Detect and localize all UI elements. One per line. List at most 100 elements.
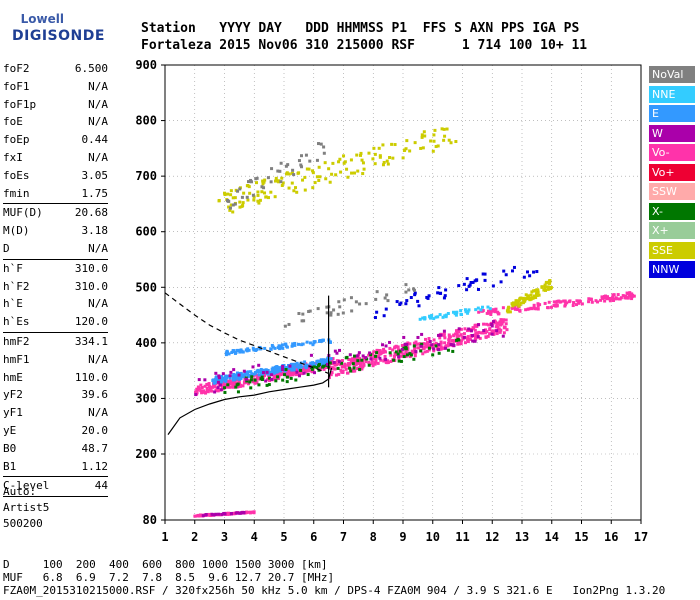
data-point bbox=[372, 146, 376, 150]
data-point bbox=[326, 356, 330, 360]
data-point bbox=[308, 309, 312, 313]
data-point bbox=[543, 288, 547, 292]
data-point bbox=[438, 313, 442, 317]
data-point bbox=[345, 167, 349, 171]
data-point bbox=[386, 359, 390, 363]
data-point bbox=[457, 284, 461, 288]
param-row: yF1 N/A bbox=[3, 404, 108, 422]
data-point bbox=[434, 145, 438, 149]
data-point bbox=[443, 314, 447, 318]
data-point bbox=[453, 339, 457, 343]
data-point bbox=[427, 346, 431, 350]
data-point bbox=[223, 379, 227, 383]
data-point bbox=[228, 376, 232, 380]
data-point bbox=[239, 371, 243, 375]
divider bbox=[3, 331, 108, 333]
data-point bbox=[205, 386, 209, 390]
data-point bbox=[535, 294, 539, 298]
data-point bbox=[264, 379, 268, 383]
data-point bbox=[608, 296, 612, 300]
data-point bbox=[484, 335, 488, 339]
data-point bbox=[253, 378, 257, 382]
data-point bbox=[196, 385, 200, 389]
data-point bbox=[322, 151, 326, 155]
param-row: fmin 1.75 bbox=[3, 185, 108, 203]
data-point bbox=[393, 143, 397, 147]
data-point bbox=[269, 180, 273, 184]
data-point bbox=[215, 375, 219, 379]
data-point bbox=[381, 350, 385, 354]
data-point bbox=[491, 329, 495, 333]
data-point bbox=[438, 336, 442, 340]
data-point bbox=[204, 513, 208, 517]
data-point bbox=[525, 270, 529, 274]
data-point bbox=[337, 160, 341, 164]
footer-muf-row: MUF 6.8 6.9 7.2 7.8 8.5 9.6 12.7 20.7 [M… bbox=[3, 571, 335, 584]
param-value: 3.05 bbox=[81, 168, 109, 182]
data-point bbox=[277, 180, 281, 184]
data-point bbox=[469, 281, 473, 285]
data-point bbox=[207, 384, 211, 388]
data-point bbox=[476, 287, 480, 291]
param-label: C-level bbox=[3, 479, 50, 493]
data-point bbox=[294, 378, 298, 382]
data-point bbox=[266, 377, 270, 381]
data-point bbox=[536, 307, 540, 311]
data-point bbox=[240, 204, 244, 208]
data-point bbox=[229, 512, 233, 516]
data-point bbox=[203, 378, 207, 382]
data-point bbox=[425, 345, 429, 349]
data-point bbox=[329, 357, 333, 361]
data-point bbox=[248, 380, 252, 384]
data-point bbox=[437, 351, 441, 355]
param-row: foEs 3.05 bbox=[3, 167, 108, 185]
data-point bbox=[444, 288, 448, 292]
x-tick-label: 15 bbox=[574, 530, 588, 544]
data-point bbox=[330, 360, 334, 364]
data-point bbox=[532, 303, 536, 307]
data-point bbox=[455, 331, 459, 335]
param-label: foF1 bbox=[3, 79, 30, 93]
param-row: h`E N/A bbox=[3, 295, 108, 313]
data-point bbox=[611, 293, 615, 297]
data-point bbox=[329, 366, 333, 370]
param-row: foEp 0.44 bbox=[3, 131, 108, 149]
param-row: hmE 110.0 bbox=[3, 369, 108, 387]
data-point bbox=[322, 145, 326, 149]
data-point bbox=[587, 300, 591, 304]
data-point bbox=[482, 329, 486, 333]
x-tick-label: 3 bbox=[221, 530, 228, 544]
data-point bbox=[407, 288, 411, 292]
data-point bbox=[456, 342, 460, 346]
data-point bbox=[557, 299, 561, 303]
data-point bbox=[531, 296, 535, 300]
data-point bbox=[630, 292, 634, 296]
data-point bbox=[340, 370, 344, 374]
param-row: hmF1 N/A bbox=[3, 351, 108, 369]
data-point bbox=[269, 347, 273, 351]
data-point bbox=[242, 369, 246, 373]
data-point bbox=[325, 362, 329, 366]
data-point bbox=[411, 350, 415, 354]
data-point bbox=[276, 346, 280, 350]
data-point bbox=[389, 359, 393, 363]
data-point bbox=[362, 362, 366, 366]
data-point bbox=[482, 322, 486, 326]
data-point bbox=[477, 310, 481, 314]
data-point bbox=[283, 369, 287, 373]
data-point bbox=[196, 513, 200, 517]
data-point bbox=[270, 167, 274, 171]
data-point bbox=[476, 323, 480, 327]
data-point bbox=[580, 302, 584, 306]
data-point bbox=[266, 196, 270, 200]
data-point bbox=[467, 327, 471, 331]
data-point bbox=[416, 335, 420, 339]
data-point bbox=[534, 307, 538, 311]
data-point bbox=[499, 280, 503, 284]
param-row: foF1p N/A bbox=[3, 96, 108, 114]
data-point bbox=[492, 309, 496, 313]
data-point bbox=[297, 312, 301, 316]
data-point bbox=[228, 206, 232, 210]
data-point bbox=[207, 513, 211, 517]
data-point bbox=[413, 354, 417, 358]
